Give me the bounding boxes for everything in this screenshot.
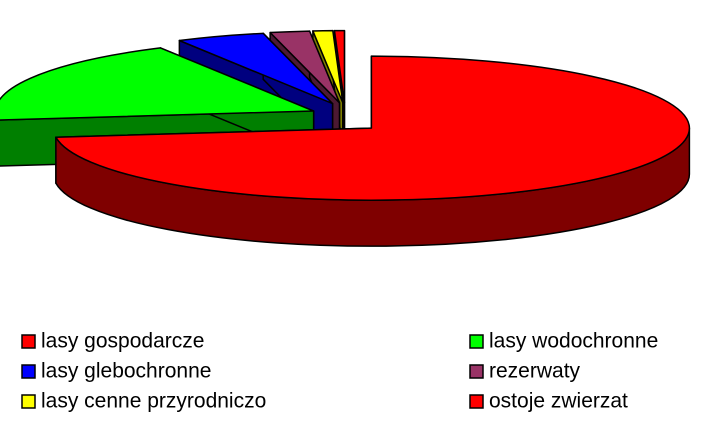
legend-label: lasy cenne przyrodniczo <box>41 390 266 413</box>
legend-label: rezerwaty <box>489 360 581 383</box>
slice-top <box>269 30 341 104</box>
legend-swatch <box>469 364 484 379</box>
slice-top <box>0 47 315 121</box>
legend-swatch <box>21 364 36 379</box>
legend-swatch <box>21 394 36 409</box>
legend-swatch <box>469 394 484 409</box>
legend-label: lasy glebochronne <box>41 360 211 383</box>
slice-top <box>55 55 691 201</box>
slice-top <box>178 32 334 105</box>
slice-top <box>333 29 346 104</box>
legend-swatch <box>21 334 36 349</box>
legend-label: lasy wodochronne <box>489 330 658 353</box>
legend: lasy gospodarcze lasy wodochronne lasy gle… <box>21 330 658 413</box>
pie-slice <box>55 55 691 247</box>
legend-label: ostoje zwierzat <box>489 390 628 413</box>
slice-top <box>312 29 344 104</box>
legend-swatch <box>469 334 484 349</box>
legend-label: lasy gospodarcze <box>41 330 204 353</box>
